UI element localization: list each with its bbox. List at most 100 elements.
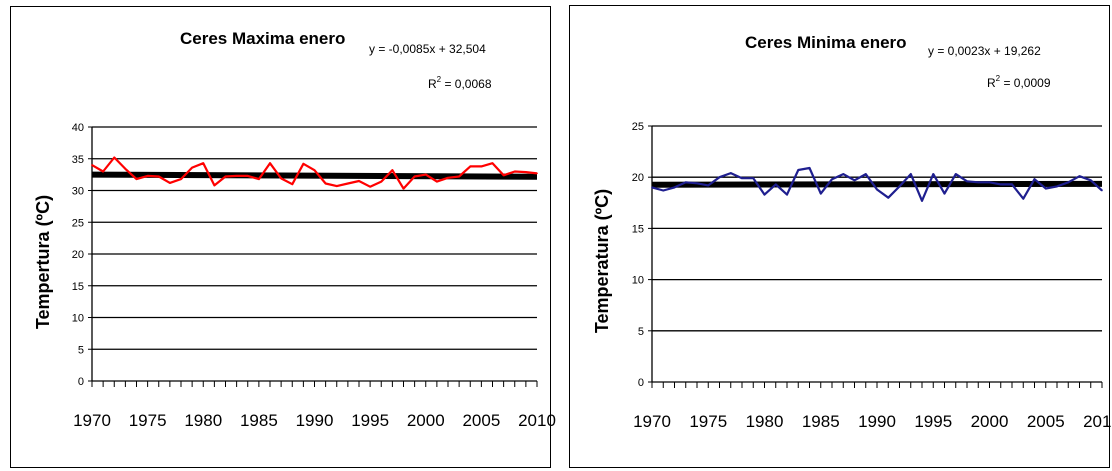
y-tick-label: 20: [72, 249, 84, 261]
data-point: [831, 178, 833, 181]
chart-panel-minima: Ceres Minima enero y = 0,0023x + 19,262 R2…: [569, 5, 1112, 468]
y-tick-label: 0: [638, 377, 644, 389]
r-squared-superscript: 2: [437, 75, 442, 84]
data-point: [1056, 185, 1058, 188]
data-point: [102, 170, 104, 173]
r-squared-letter: R: [428, 77, 437, 91]
data-point: [1067, 181, 1070, 184]
data-point: [213, 184, 216, 187]
y-tick-label: 35: [72, 154, 84, 166]
data-point: [246, 175, 249, 177]
data-point: [1101, 189, 1103, 192]
data-point: [202, 162, 205, 164]
x-tick-label: 1995: [351, 411, 389, 430]
y-tick-label: 15: [72, 281, 84, 293]
data-point: [966, 180, 968, 183]
data-point: [424, 173, 427, 176]
data-point: [235, 175, 238, 177]
data-point: [673, 186, 676, 189]
data-point: [1044, 187, 1047, 190]
y-tick-label: 5: [638, 326, 644, 338]
data-point: [347, 182, 349, 185]
data-point: [391, 169, 394, 171]
data-point: [696, 182, 698, 185]
r-squared-value: = 0,0009: [1000, 76, 1051, 90]
data-point: [513, 170, 516, 173]
data-point: [684, 181, 687, 184]
r-squared-superscript: 2: [996, 74, 1001, 83]
x-tick-label: 2000: [407, 411, 445, 430]
data-point: [358, 180, 360, 182]
data-point: [718, 176, 721, 178]
data-point: [707, 184, 710, 187]
r-squared-value: = 0,0068: [441, 77, 492, 91]
y-axis-label: Temperatura (ºC): [592, 189, 612, 333]
y-tick-label: 25: [632, 121, 644, 133]
y-tick-label: 30: [72, 186, 84, 198]
x-tick-label: 1985: [240, 411, 278, 430]
data-point: [291, 183, 294, 185]
data-point: [146, 175, 149, 177]
x-tick-label: 2000: [971, 412, 1009, 431]
data-point: [258, 178, 260, 180]
y-tick-label: 20: [632, 172, 644, 184]
data-point: [491, 162, 494, 164]
data-point: [1078, 175, 1081, 177]
data-point: [662, 189, 665, 192]
data-point: [324, 182, 327, 185]
data-point: [808, 167, 811, 169]
trendline-equation: y = -0,0085x + 32,504: [369, 42, 486, 56]
x-tick-label: 1970: [73, 411, 111, 430]
data-point: [988, 181, 991, 184]
data-point: [469, 165, 472, 168]
y-tick-label: 10: [72, 313, 84, 325]
data-point: [447, 177, 449, 179]
data-point: [302, 163, 305, 165]
r-squared-label: R2 = 0,0068: [428, 75, 492, 91]
data-point: [819, 192, 822, 195]
y-tick-label: 0: [78, 376, 84, 388]
data-point: [413, 175, 416, 178]
data-point: [729, 172, 732, 174]
x-tick-label: 1980: [184, 411, 222, 430]
data-point: [224, 175, 227, 178]
data-point: [335, 185, 338, 187]
data-point: [1033, 178, 1036, 181]
data-point: [169, 182, 171, 184]
data-point: [887, 196, 890, 199]
data-point: [864, 173, 867, 175]
y-tick-label: 5: [78, 344, 84, 356]
data-point: [180, 178, 182, 180]
data-point: [269, 162, 271, 164]
data-point: [1022, 197, 1025, 200]
data-point: [842, 173, 845, 175]
data-point: [752, 177, 755, 180]
data-point: [113, 156, 116, 159]
x-tick-label: 1995: [914, 412, 952, 431]
chart-panel-maxima: Ceres Maxima enero y = -0,0085x + 32,504 R…: [10, 6, 556, 468]
x-tick-label: 1985: [802, 412, 840, 431]
y-tick-label: 15: [632, 223, 644, 235]
x-tick-label: 1980: [746, 412, 784, 431]
data-point: [909, 173, 912, 175]
data-point: [525, 171, 527, 173]
data-point: [763, 193, 766, 196]
data-point: [536, 172, 538, 175]
data-point: [280, 177, 282, 180]
y-tick-label: 10: [632, 275, 644, 287]
data-point: [786, 193, 788, 196]
x-tick-label: 2005: [1027, 412, 1065, 431]
data-point: [943, 192, 946, 195]
data-point: [977, 181, 980, 184]
data-point: [651, 186, 653, 189]
data-point: [1089, 179, 1092, 182]
data-point: [402, 187, 405, 190]
data-point: [898, 185, 901, 188]
r-squared-label: R2 = 0,0009: [987, 74, 1051, 90]
x-tick-label: 2010: [1083, 412, 1112, 431]
y-tick-label: 25: [72, 217, 84, 229]
x-tick-label: 2010: [518, 411, 556, 430]
x-tick-label: 1975: [129, 411, 167, 430]
y-tick-label: 40: [72, 122, 84, 134]
data-point: [797, 169, 800, 171]
